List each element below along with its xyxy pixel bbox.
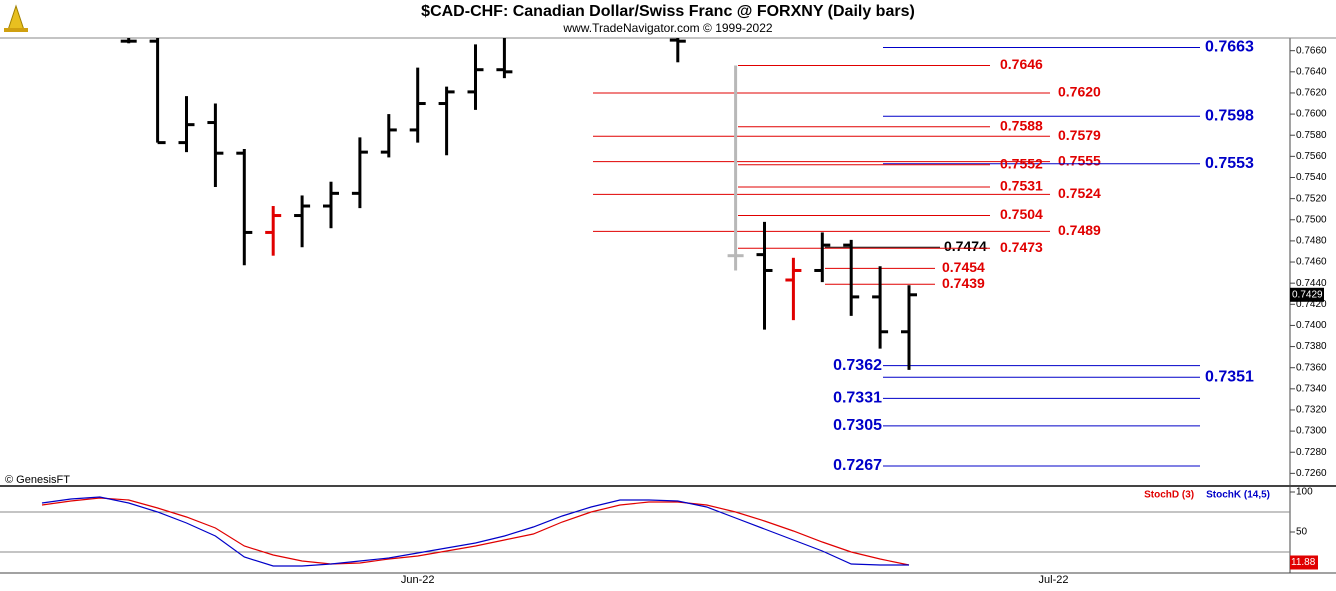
level-label: 0.7598 <box>1205 107 1254 124</box>
last-price-label: 0.7429 <box>1292 289 1323 300</box>
level-label: 0.7579 <box>1058 127 1101 143</box>
y-tick-label: 0.7380 <box>1296 341 1327 352</box>
y-tick-label: 0.7500 <box>1296 214 1327 225</box>
y-tick-label: 0.7340 <box>1296 383 1327 394</box>
level-label: 0.7553 <box>1205 155 1254 172</box>
last-value-box <box>1290 555 1318 570</box>
last-price-box <box>1290 287 1324 302</box>
level-label: 0.7531 <box>1000 178 1043 194</box>
y-tick-label: 0.7260 <box>1296 468 1327 479</box>
level-label: 0.7524 <box>1058 185 1101 201</box>
price-panel: 0.7663 0.7646 0.7620 0.7598 0.7588 0.7579 0.75… <box>120 38 1254 474</box>
legend-entry: StochK (14,5) <box>1206 490 1270 501</box>
level-label: 0.7555 <box>1058 152 1101 168</box>
level-label: 0.7362 <box>833 357 882 374</box>
stochastic-panel <box>0 496 1290 567</box>
y-tick-label: 0.7300 <box>1296 426 1327 437</box>
level-label: 0.7663 <box>1205 39 1254 56</box>
logo <box>4 4 28 32</box>
level-label: 0.7473 <box>1000 239 1043 255</box>
y-tick-label: 0.7560 <box>1296 151 1327 162</box>
legend-entry: StochD (3) <box>1144 490 1194 501</box>
chart-subtitle: www.TradeNavigator.com © 1999-2022 <box>562 21 772 35</box>
y-tick-label: 0.7580 <box>1296 130 1327 141</box>
level-label: 0.7267 <box>833 457 882 474</box>
y-tick-label: 0.7460 <box>1296 257 1327 268</box>
level-label: 0.7620 <box>1058 84 1101 100</box>
level-label: 0.7351 <box>1205 368 1254 385</box>
level-label: 0.7454 <box>942 259 985 275</box>
level-label: 0.7646 <box>1000 56 1043 72</box>
y-tick-label: 0.7440 <box>1296 278 1327 289</box>
last-value-label: 11.88 <box>1291 557 1316 568</box>
y-tick-label: 0.7520 <box>1296 193 1327 204</box>
chart-title: $CAD-CHF: Canadian Dollar/Swiss Franc @ … <box>421 3 915 20</box>
y-tick-label: 0.7360 <box>1296 362 1327 373</box>
y-tick-label: 0.7280 <box>1296 447 1327 458</box>
level-label: 0.7331 <box>833 390 882 407</box>
y-tick-label: 0.7480 <box>1296 236 1327 247</box>
y-tick-label: 0.7620 <box>1296 88 1327 99</box>
y-tick-label: 0.7420 <box>1296 299 1327 310</box>
axes: 0.7260 0.7280 0.7300 0.7320 0.7340 0.7360 0.73… <box>401 45 1327 586</box>
stoch-line <box>41 497 910 566</box>
level-label: 0.7305 <box>833 417 882 434</box>
y-tick-label: 0.7400 <box>1296 320 1327 331</box>
level-label: 0.7504 <box>1000 206 1043 222</box>
level-label: 0.7474 <box>944 238 987 254</box>
y-tick-label: 0.7320 <box>1296 405 1327 416</box>
level-label: 0.7439 <box>942 275 985 291</box>
y-tick-label: 50 <box>1296 527 1308 538</box>
level-label: 0.7552 <box>1000 156 1043 172</box>
x-tick-label: Jun-22 <box>401 574 435 586</box>
y-tick-label: 0.7660 <box>1296 45 1327 56</box>
y-tick-label: 100 <box>1296 487 1313 498</box>
x-tick-label: Jul-22 <box>1039 574 1069 586</box>
copyright: © GenesisFT <box>5 474 70 486</box>
y-tick-label: 0.7600 <box>1296 109 1327 120</box>
y-tick-label: 0.7640 <box>1296 66 1327 77</box>
level-label: 0.7588 <box>1000 117 1043 133</box>
level-label: 0.7489 <box>1058 222 1101 238</box>
stoch-line <box>41 496 909 567</box>
y-tick-label: 0.7540 <box>1296 172 1327 183</box>
